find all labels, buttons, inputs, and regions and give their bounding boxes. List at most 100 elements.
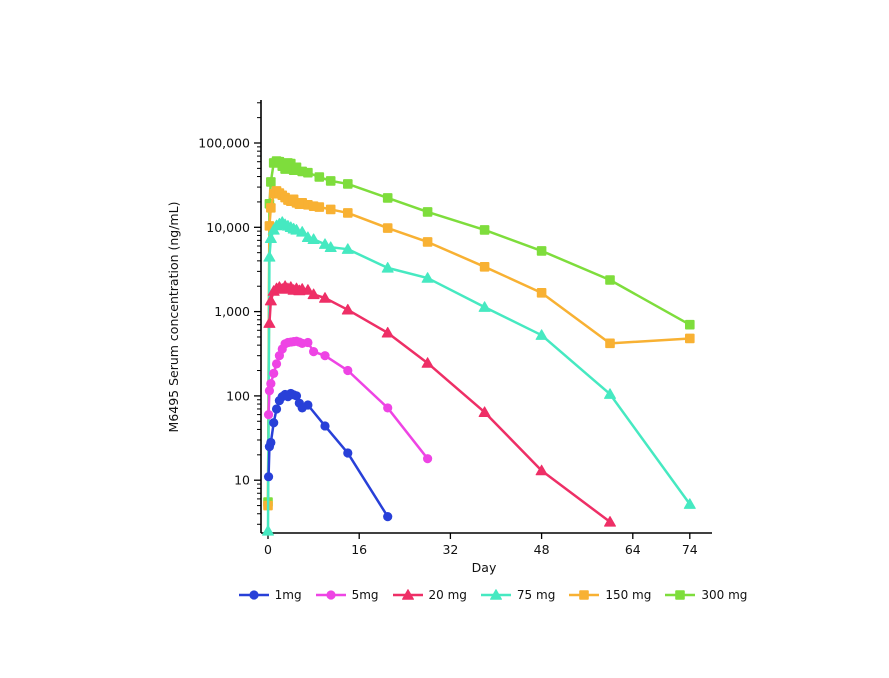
data-point-marker	[605, 275, 615, 285]
data-point-marker	[381, 261, 394, 273]
data-point-marker	[296, 226, 309, 237]
data-point-marker	[422, 237, 433, 247]
data-point-marker	[383, 512, 393, 522]
data-point-marker	[343, 208, 353, 218]
data-point-marker	[422, 207, 433, 217]
y-axis-title: M6495 Serum concentration (ng/mL)	[166, 202, 181, 433]
legend-marker-triangle-icon	[392, 589, 423, 600]
data-point-marker	[325, 590, 336, 600]
series-line-1mg	[267, 392, 389, 518]
legend: 1mg 5mg 20 mg 75 mg 150 mg 300 mg	[96, 588, 889, 602]
data-point-marker	[303, 167, 313, 178]
data-point-marker	[536, 288, 547, 298]
legend-item-5mg: 5mg	[315, 588, 379, 602]
data-point-marker	[269, 418, 279, 428]
data-point-marker	[343, 448, 353, 458]
series-300-mg	[263, 156, 695, 507]
data-point-marker	[604, 516, 616, 527]
data-point-marker	[382, 193, 393, 203]
legend-label: 20 mg	[428, 588, 467, 602]
data-point-marker	[263, 410, 274, 420]
data-point-marker	[314, 202, 325, 212]
data-point-marker	[264, 232, 277, 244]
legend-item-150-mg: 150 mg	[568, 588, 651, 602]
data-point-marker	[423, 454, 433, 464]
series-line-20-mg	[268, 284, 612, 524]
series-line-5mg	[267, 339, 429, 460]
y-tick-label: 1,000	[214, 304, 250, 319]
y-tick-label: 10,000	[206, 220, 250, 235]
data-point-marker	[683, 498, 696, 509]
data-point-marker	[266, 437, 276, 448]
axes: 10 100 1,000 10,000 100,000 0 16 32 48 64 74	[198, 100, 712, 557]
legend-marker-square-icon	[569, 590, 600, 600]
data-point-marker	[309, 347, 319, 357]
legend-item-300-mg: 300 mg	[664, 588, 747, 602]
data-point-marker	[341, 243, 354, 254]
y-tick-label: 100	[226, 388, 250, 403]
data-point-marker	[479, 261, 490, 272]
data-point-marker	[579, 590, 590, 600]
x-tick-label: 64	[625, 542, 641, 557]
legend-item-20-mg: 20 mg	[392, 588, 467, 602]
data-point-marker	[266, 177, 276, 187]
data-point-marker	[264, 294, 277, 306]
y-tick-label: 10	[234, 473, 250, 488]
data-point-marker	[685, 333, 695, 344]
data-point-marker	[478, 301, 491, 312]
data-point-marker	[421, 272, 434, 283]
legend-marker-circle-icon	[238, 590, 269, 600]
legend-marker-triangle-icon	[480, 589, 511, 600]
legend-label: 75 mg	[516, 588, 556, 602]
series-5mg	[263, 336, 433, 464]
data-point-marker	[303, 337, 313, 348]
data-point-marker	[263, 317, 276, 328]
legend-label: 150 mg	[605, 588, 652, 602]
data-point-marker	[266, 203, 276, 213]
data-point-marker	[343, 365, 353, 376]
x-tick-label: 16	[351, 542, 367, 557]
data-point-marker	[319, 292, 331, 303]
data-point-marker	[325, 176, 336, 186]
data-point-marker	[249, 590, 259, 600]
legend-label: 1mg	[274, 588, 302, 602]
data-point-marker	[536, 246, 547, 256]
data-point-marker	[307, 233, 320, 245]
data-point-marker	[489, 589, 502, 600]
x-axis-title: Day	[472, 560, 497, 575]
series-1mg	[263, 388, 393, 522]
legend-marker-circle-icon	[315, 590, 346, 600]
data-point-marker	[269, 368, 279, 378]
data-point-marker	[291, 391, 302, 401]
data-point-marker	[266, 378, 276, 389]
data-point-marker	[307, 288, 320, 300]
data-point-marker	[343, 179, 353, 189]
data-point-marker	[264, 386, 275, 396]
data-point-marker	[263, 472, 274, 482]
data-point-marker	[383, 403, 393, 413]
data-point-marker	[325, 204, 336, 215]
x-tick-label: 48	[534, 542, 550, 557]
data-point-marker	[535, 329, 548, 340]
series-20-mg	[263, 280, 616, 527]
data-point-marker	[262, 525, 274, 536]
series-layer	[262, 156, 696, 536]
data-point-marker	[314, 172, 325, 182]
series-150-mg	[263, 186, 695, 511]
data-point-marker	[675, 590, 686, 600]
data-point-marker	[401, 589, 414, 600]
y-tick-label: 100,000	[198, 136, 250, 151]
data-point-marker	[381, 326, 394, 338]
series-line-75-mg	[266, 220, 692, 533]
data-point-marker	[263, 251, 276, 262]
data-point-marker	[685, 319, 695, 330]
x-tick-label: 32	[442, 542, 458, 557]
data-point-marker	[301, 284, 314, 295]
data-point-marker	[303, 400, 313, 410]
x-tick-label: 0	[264, 542, 272, 557]
data-point-marker	[479, 225, 490, 235]
data-point-marker	[324, 241, 337, 252]
legend-label: 300 mg	[701, 588, 748, 602]
legend-marker-square-icon	[665, 590, 696, 600]
data-point-marker	[271, 404, 282, 414]
